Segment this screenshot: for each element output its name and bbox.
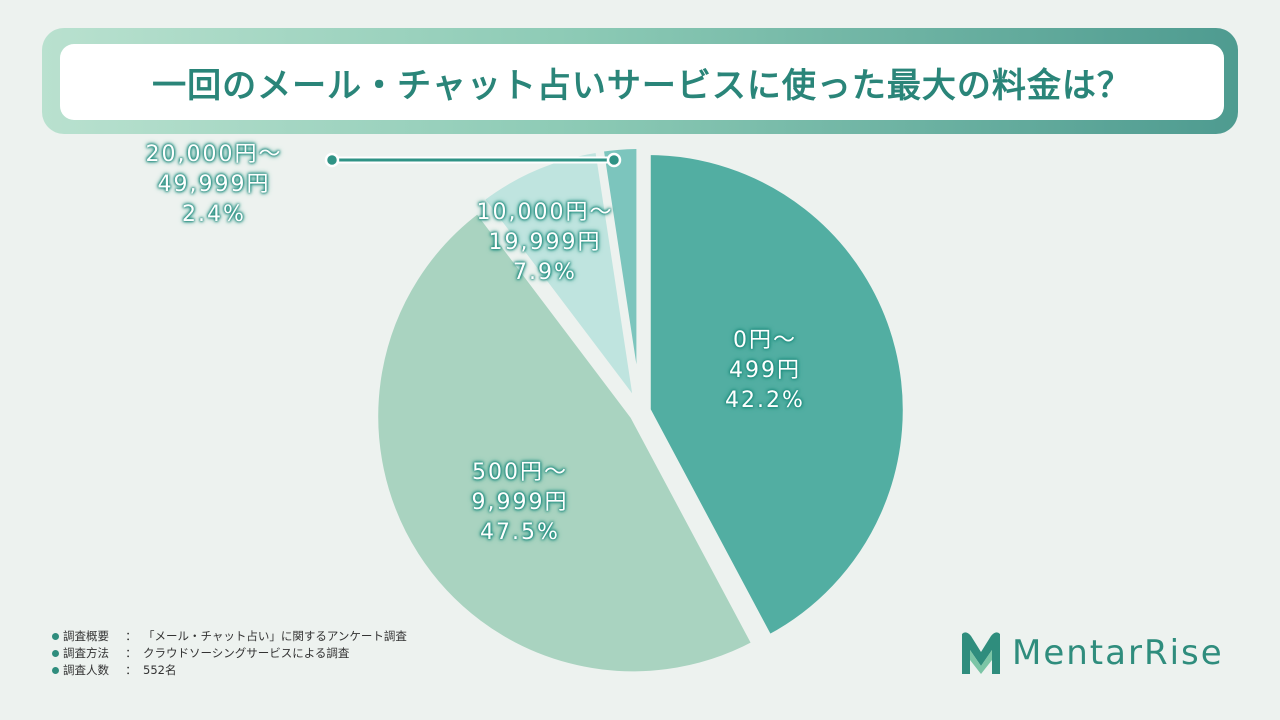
bullet-dot-icon bbox=[52, 633, 59, 640]
title-box: 一回のメール・チャット占いサービスに使った最大の料金は？ bbox=[60, 44, 1224, 120]
pie-slice-1 bbox=[372, 207, 758, 678]
note-value: 552名 bbox=[143, 663, 177, 677]
note-colon: ： bbox=[125, 663, 137, 677]
bullet-dot-icon bbox=[52, 650, 59, 657]
note-row-count: 調査人数 ： 552名 bbox=[52, 662, 407, 679]
note-value: クラウドソーシングサービスによる調査 bbox=[143, 646, 350, 660]
pie-slice-0 bbox=[644, 149, 909, 641]
slice-label-1: 500円～ 9,999円 47.5% bbox=[440, 458, 600, 548]
slice-label-2-range-start: 10,000円～ bbox=[476, 200, 614, 225]
note-value: 「メール・チャット占い」に関するアンケート調査 bbox=[143, 629, 407, 643]
note-key: 調査人数 bbox=[63, 663, 109, 677]
note-key: 調査概要 bbox=[63, 629, 109, 643]
slice-label-3: 20,000円～ 49,999円 2.4% bbox=[124, 140, 304, 230]
bullet-dot-icon bbox=[52, 667, 59, 674]
pie-slice-3 bbox=[597, 143, 643, 408]
brand-logo: MentarRise bbox=[960, 630, 1224, 676]
slice-label-0-range-start: 0円～ bbox=[733, 328, 797, 353]
slice-label-1-range-end: 9,999円 bbox=[471, 490, 569, 515]
slice-label-2: 10,000円～ 19,999円 7.9% bbox=[455, 198, 635, 288]
slice-label-3-range-start: 20,000円～ bbox=[145, 142, 283, 167]
leader-line bbox=[324, 152, 622, 168]
slice-label-1-range-start: 500円～ bbox=[472, 460, 568, 485]
slice-label-3-value: 2.4% bbox=[182, 202, 246, 227]
slice-label-2-value: 7.9% bbox=[513, 260, 577, 285]
slice-label-0: 0円～ 499円 42.2% bbox=[690, 326, 840, 416]
slice-label-0-range-end: 499円 bbox=[729, 358, 801, 383]
note-row-summary: 調査概要 ： 「メール・チャット占い」に関するアンケート調査 bbox=[52, 628, 407, 645]
survey-notes: 調査概要 ： 「メール・チャット占い」に関するアンケート調査 調査方法 ： クラ… bbox=[52, 628, 407, 679]
note-row-method: 調査方法 ： クラウドソーシングサービスによる調査 bbox=[52, 645, 407, 662]
slice-label-1-value: 47.5% bbox=[480, 520, 560, 545]
note-key: 調査方法 bbox=[63, 646, 109, 660]
page-title: 一回のメール・チャット占いサービスに使った最大の料金は？ bbox=[152, 65, 1132, 106]
pie-slice-2 bbox=[478, 146, 640, 408]
logo-text: MentarRise bbox=[1012, 633, 1224, 673]
slice-label-0-value: 42.2% bbox=[725, 388, 805, 413]
slice-label-2-range-end: 19,999円 bbox=[488, 230, 602, 255]
slice-label-3-range-end: 49,999円 bbox=[157, 172, 271, 197]
note-colon: ： bbox=[125, 629, 137, 643]
mentarrise-m-icon bbox=[962, 632, 1000, 674]
note-colon: ： bbox=[125, 646, 137, 660]
